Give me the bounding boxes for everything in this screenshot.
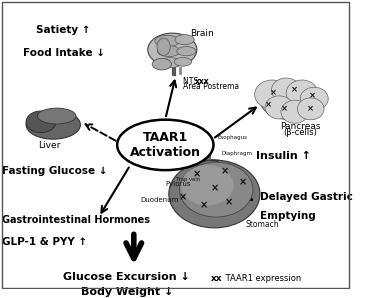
Ellipse shape [157,38,170,55]
Text: Gastrointestinal Hormones: Gastrointestinal Hormones [3,215,151,225]
Text: Esophagus: Esophagus [218,135,248,140]
Text: ×: × [210,183,218,193]
Text: Brain: Brain [190,30,213,38]
Text: Pancreas: Pancreas [280,122,320,131]
Circle shape [286,80,318,106]
Ellipse shape [37,108,76,124]
Circle shape [255,80,290,109]
Ellipse shape [26,111,56,133]
Ellipse shape [26,110,80,139]
Text: ×: × [292,86,299,94]
Text: Delayed Gastric: Delayed Gastric [260,192,353,202]
Circle shape [265,96,293,119]
Circle shape [272,78,301,102]
Text: NTS,: NTS, [183,77,203,86]
Text: Insulin ↑: Insulin ↑ [256,151,312,162]
Text: ×: × [238,177,246,187]
Text: ×: × [281,104,288,113]
Text: Fasting Glucose ↓: Fasting Glucose ↓ [3,166,108,176]
Text: Duodenum: Duodenum [141,197,179,203]
Text: Satiety ↑: Satiety ↑ [37,24,91,35]
Text: Glucose Excursion ↓: Glucose Excursion ↓ [63,272,190,283]
Circle shape [300,87,328,110]
Ellipse shape [179,162,253,217]
Ellipse shape [155,35,179,47]
Text: GLP-1 & PYY ↑: GLP-1 & PYY ↑ [3,237,88,246]
Text: xxx: xxx [195,77,210,86]
Ellipse shape [174,58,192,66]
Text: Lower Esophageal
Sphincter: Lower Esophageal Sphincter [155,157,199,167]
Text: ×: × [221,166,229,176]
Text: (β-cells): (β-cells) [283,128,317,137]
Text: Pylorus: Pylorus [165,181,191,187]
Ellipse shape [175,35,194,45]
Ellipse shape [169,160,260,228]
Ellipse shape [261,84,322,120]
Circle shape [297,98,324,120]
Ellipse shape [177,46,196,56]
Text: ×: × [179,192,187,202]
Ellipse shape [152,58,171,70]
Circle shape [281,100,309,123]
Ellipse shape [158,46,180,57]
Text: ×: × [200,201,208,210]
Ellipse shape [117,120,213,170]
Text: Trap vein: Trap vein [176,177,200,182]
Text: Emptying: Emptying [260,211,316,221]
Text: ×: × [265,100,272,109]
Text: Food Intake ↓: Food Intake ↓ [23,48,105,58]
Text: ×: × [193,169,201,179]
Text: Activation: Activation [130,146,201,159]
Text: TAAR1 expression: TAAR1 expression [223,274,302,283]
Text: ×: × [224,198,232,208]
Text: Liver: Liver [38,141,61,150]
Text: ×: × [309,91,316,100]
Text: TAAR1: TAAR1 [143,131,188,144]
Text: ×: × [270,89,278,97]
Text: ×: × [307,104,314,113]
Ellipse shape [160,58,181,68]
Text: Stomach: Stomach [246,220,279,229]
Ellipse shape [148,33,197,66]
Text: Area Postrema: Area Postrema [183,82,239,91]
Text: Body Weight ↓: Body Weight ↓ [81,287,173,297]
Text: Diaphragm: Diaphragm [221,151,252,156]
Text: xx: xx [211,274,222,283]
Ellipse shape [181,165,233,206]
